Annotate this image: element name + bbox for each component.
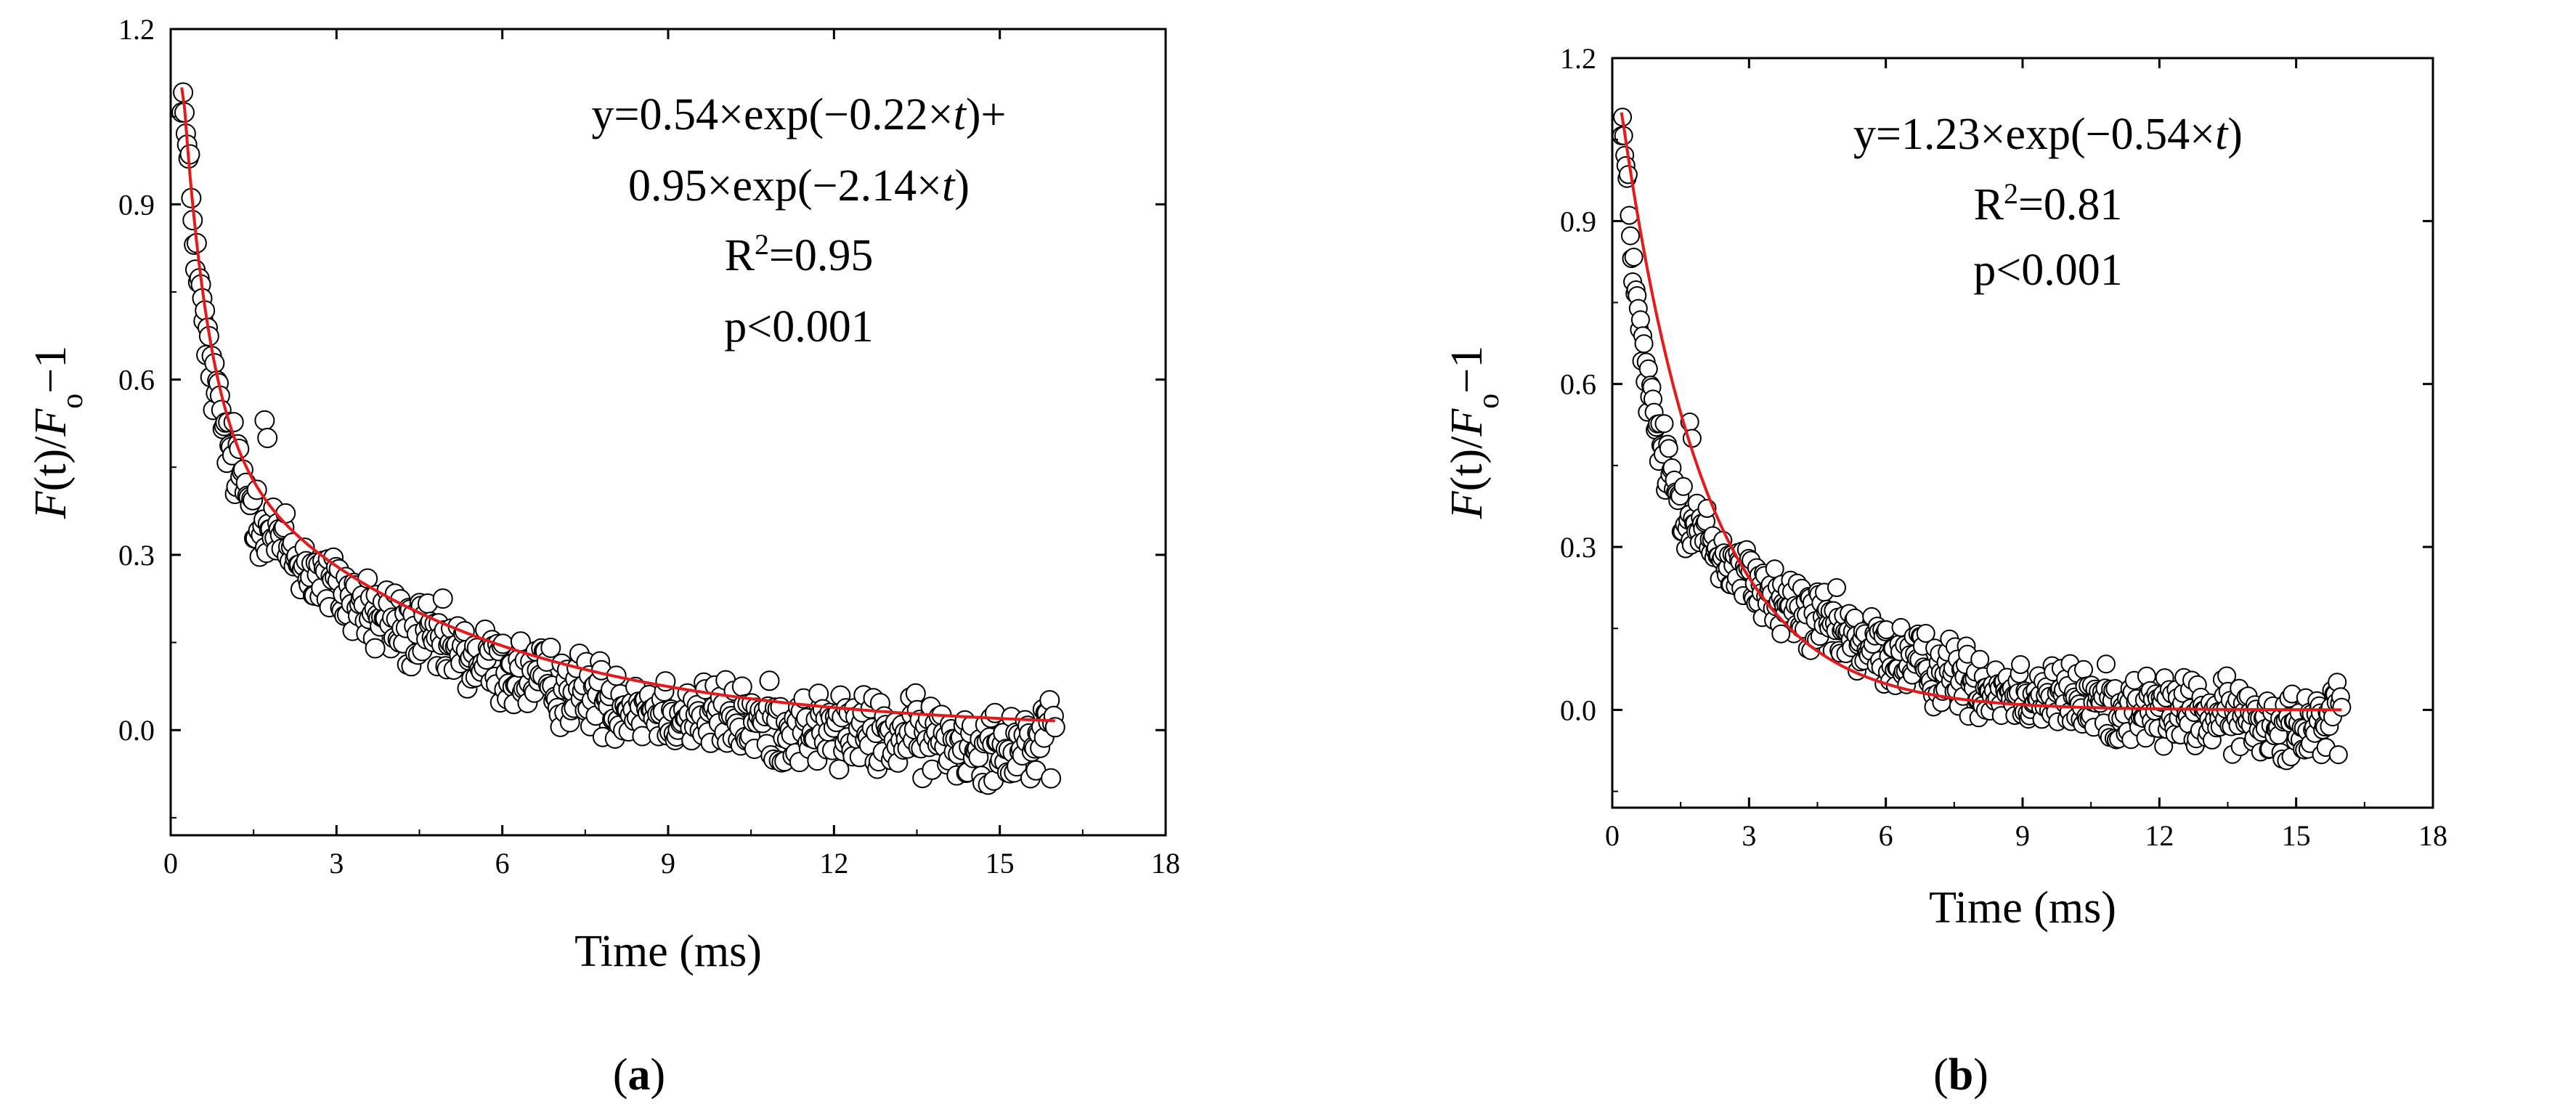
y-tick-label-a: 0.3: [118, 539, 155, 572]
data-point: [365, 638, 386, 659]
data-point: [2074, 659, 2093, 679]
y-tick-label-b: 1.2: [1560, 42, 1596, 75]
fit-equation-line1-b: y=1.23×exp(−0.54×t): [1853, 110, 2243, 159]
data-point: [2011, 655, 2031, 674]
y-tick-label-a: 1.2: [118, 13, 155, 46]
x-tick-label-b: 3: [1742, 819, 1756, 852]
x-tick-label-a: 3: [329, 847, 344, 880]
x-tick-label-b: 9: [2015, 819, 2030, 852]
data-point: [1638, 359, 1658, 378]
x-tick-label-a: 12: [819, 847, 848, 880]
panel-label-a: (a): [613, 1050, 665, 1100]
data-point: [257, 428, 278, 448]
p-value-b: p<0.001: [1973, 245, 2122, 295]
panel-label-b: (b): [1933, 1050, 1988, 1100]
data-point: [275, 503, 296, 524]
x-axis-title-a: Time (ms): [574, 927, 762, 976]
x-tick-label-b: 18: [2418, 819, 2447, 852]
x-tick-label-a: 0: [163, 847, 178, 880]
y-tick-label-a: 0.0: [118, 714, 155, 747]
data-point: [1041, 768, 1062, 789]
data-point: [1044, 717, 1065, 738]
data-point: [1659, 439, 1678, 458]
r-squared-a: R2=0.95: [725, 228, 874, 281]
data-point: [1618, 165, 1638, 184]
data-point: [759, 670, 780, 691]
data-point: [1621, 226, 1640, 245]
data-point: [1630, 310, 1650, 330]
chart-panel-b: 0 3 6 9 12 15 18 0.0 0.3 0.6 0.9 1.2 y=1.23×exp(−0.…: [1442, 42, 2447, 1100]
data-points-a: [171, 82, 1065, 795]
data-point: [540, 637, 561, 658]
x-tick-label-a: 15: [986, 847, 1015, 880]
p-value-a: p<0.001: [724, 302, 873, 352]
fit-curve-a: [180, 87, 1055, 723]
x-tick-label-b: 12: [2145, 819, 2174, 852]
fit-curve-b: [1620, 112, 2342, 712]
data-point: [731, 676, 752, 697]
x-axis-title-b: Time (ms): [1929, 883, 2116, 933]
y-tick-label-a: 0.9: [118, 188, 155, 221]
data-points-b: [1612, 107, 2352, 771]
x-tick-label-a: 6: [495, 847, 510, 880]
data-point: [1916, 624, 1935, 643]
chart-panel-a: 0 3 6 9 12 15 18 0.0 0.3 0.6 0.9 1.2 y=0.54×exp(−0.…: [26, 13, 1180, 1100]
data-point: [1624, 248, 1643, 267]
x-tick-label-b: 15: [2282, 819, 2311, 852]
data-point: [254, 410, 275, 431]
data-point: [1673, 476, 1693, 496]
x-tick-label-b: 6: [1879, 819, 1893, 852]
data-point: [1970, 649, 1990, 669]
data-point: [2328, 745, 2348, 765]
data-point: [2097, 654, 2116, 674]
data-point: [2332, 697, 2352, 717]
y-tick-label-b: 0.6: [1560, 368, 1596, 401]
r-squared-b: R2=0.81: [1974, 177, 2123, 230]
x-tick-label-a: 9: [661, 847, 675, 880]
data-point: [432, 588, 453, 609]
y-axis-title-a: F(t)/Fo−1: [26, 346, 89, 519]
data-point: [1827, 578, 1846, 597]
y-axis-title-b: F(t)/Fo−1: [1442, 346, 1506, 519]
data-point: [1654, 414, 1674, 434]
x-tick-label-b: 0: [1605, 819, 1620, 852]
fit-equation-line1-a: y=0.54×exp(−0.22×t)+: [592, 90, 1007, 139]
x-tick-label-a: 18: [1151, 847, 1180, 880]
y-tick-label-b: 0.0: [1560, 694, 1596, 726]
y-tick-label-b: 0.3: [1560, 531, 1596, 564]
y-tick-label-b: 0.9: [1560, 205, 1596, 238]
data-point: [1634, 334, 1654, 354]
fit-equation-line2-a: 0.95×exp(−2.14×t): [628, 161, 970, 211]
y-tick-label-a: 0.6: [118, 364, 155, 397]
data-point: [1771, 624, 1791, 644]
